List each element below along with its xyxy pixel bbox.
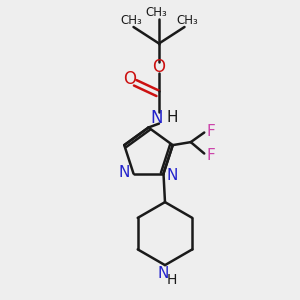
Text: F: F: [206, 124, 215, 139]
Text: N: N: [166, 168, 178, 183]
Text: CH₃: CH₃: [146, 6, 167, 20]
Text: N: N: [158, 266, 169, 281]
Text: H: H: [167, 110, 178, 125]
Text: CH₃: CH₃: [120, 14, 142, 27]
Text: N: N: [150, 109, 163, 127]
Text: N: N: [119, 165, 130, 180]
Text: CH₃: CH₃: [176, 14, 198, 27]
Text: O: O: [123, 70, 136, 88]
Text: H: H: [167, 272, 177, 286]
Text: F: F: [206, 148, 215, 163]
Text: O: O: [152, 58, 166, 76]
